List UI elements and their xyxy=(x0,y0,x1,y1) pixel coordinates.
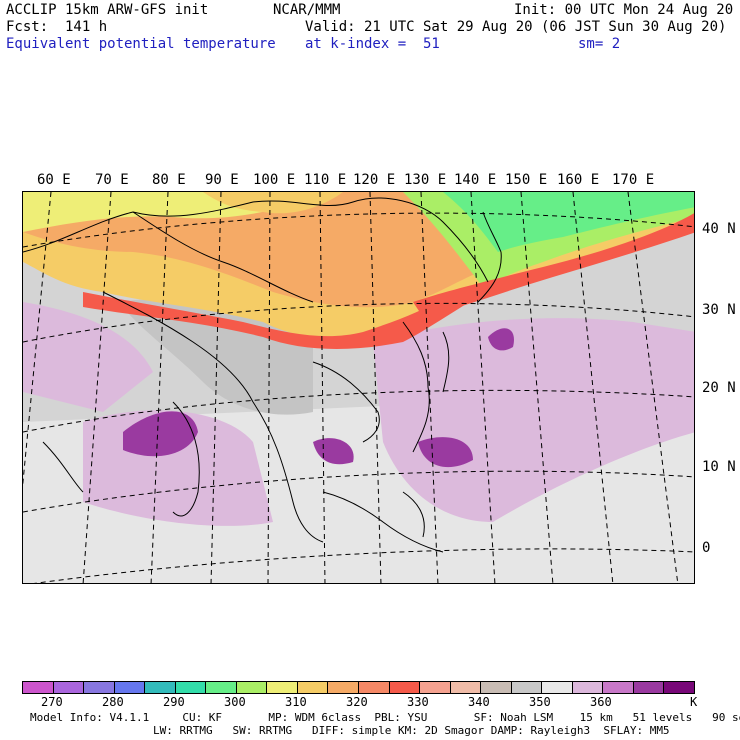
lon-label: 100 E xyxy=(253,172,296,188)
lat-label: 10 N xyxy=(702,459,736,475)
lon-label: 60 E xyxy=(37,172,71,188)
colorbar-tick: 270 xyxy=(41,695,63,709)
colorbar-swatch xyxy=(572,682,604,693)
colorbar-swatch xyxy=(206,682,237,693)
colorbar-swatch xyxy=(664,682,695,693)
lon-label: 150 E xyxy=(505,172,548,188)
model-info-line2: LW: RRTMG SW: RRTMG DIFF: simple KM: 2D … xyxy=(153,724,670,737)
colorbar-swatch xyxy=(450,682,482,693)
colorbar-swatch xyxy=(633,682,665,693)
colorbar-swatch xyxy=(511,682,543,693)
lon-label: 170 E xyxy=(612,172,655,188)
lat-label: 30 N xyxy=(702,302,736,318)
colorbar-swatch xyxy=(267,682,298,693)
colorbar-swatch xyxy=(481,682,512,693)
colorbar-tick: 360 xyxy=(590,695,612,709)
lon-label: 130 E xyxy=(404,172,447,188)
institution-label: NCAR/MMM xyxy=(273,2,341,18)
colorbar-tick: 340 xyxy=(468,695,490,709)
colorbar-tick: 290 xyxy=(163,695,185,709)
lat-label: 20 N xyxy=(702,380,736,396)
colorbar-tick: 350 xyxy=(529,695,551,709)
colorbar-swatch xyxy=(23,682,54,693)
valid-time: Valid: 21 UTC Sat 29 Aug 20 (06 JST Sun … xyxy=(305,19,727,35)
colorbar-swatch xyxy=(328,682,360,693)
lat-label: 0 xyxy=(702,540,711,556)
colorbar-unit: K xyxy=(690,695,698,709)
colorbar-swatch xyxy=(114,682,146,693)
colorbar-swatch xyxy=(389,682,421,693)
field-name: Equivalent potential temperature xyxy=(6,36,276,52)
colorbar-swatch xyxy=(603,682,634,693)
colorbar-swatch xyxy=(84,682,115,693)
colorbar-tick: 300 xyxy=(224,695,246,709)
colorbar-swatch xyxy=(297,682,329,693)
colorbar-swatch xyxy=(542,682,573,693)
colorbar-swatch xyxy=(420,682,451,693)
init-time: Init: 00 UTC Mon 24 Aug 20 xyxy=(514,2,734,18)
colorbar-swatch xyxy=(236,682,268,693)
colorbar-swatch xyxy=(53,682,85,693)
forecast-hour: Fcst: 141 h xyxy=(6,19,108,35)
colorbar-tick: 330 xyxy=(407,695,429,709)
model-info-line1: Model Info: V4.1.1 CU: KF MP: WDM 6class… xyxy=(30,711,740,724)
lon-label: 120 E xyxy=(353,172,396,188)
lon-label: 70 E xyxy=(95,172,129,188)
map-panel xyxy=(22,191,695,584)
theta-e-field xyxy=(23,192,694,583)
colorbar-swatch xyxy=(175,682,207,693)
lon-label: 80 E xyxy=(152,172,186,188)
colorbar-tick: 310 xyxy=(285,695,307,709)
colorbar xyxy=(22,681,695,694)
colorbar-tick: 280 xyxy=(102,695,124,709)
lat-label: 40 N xyxy=(702,221,736,237)
lon-label: 90 E xyxy=(205,172,239,188)
smoothing-label: sm= 2 xyxy=(578,36,621,52)
model-title: ACCLIP 15km ARW-GFS init xyxy=(6,2,209,18)
lon-label: 110 E xyxy=(304,172,347,188)
lon-label: 140 E xyxy=(454,172,497,188)
colorbar-tick: 320 xyxy=(346,695,368,709)
level-index: at k-index = 51 xyxy=(305,36,440,52)
colorbar-swatch xyxy=(359,682,390,693)
colorbar-swatch xyxy=(145,682,176,693)
lon-label: 160 E xyxy=(557,172,600,188)
